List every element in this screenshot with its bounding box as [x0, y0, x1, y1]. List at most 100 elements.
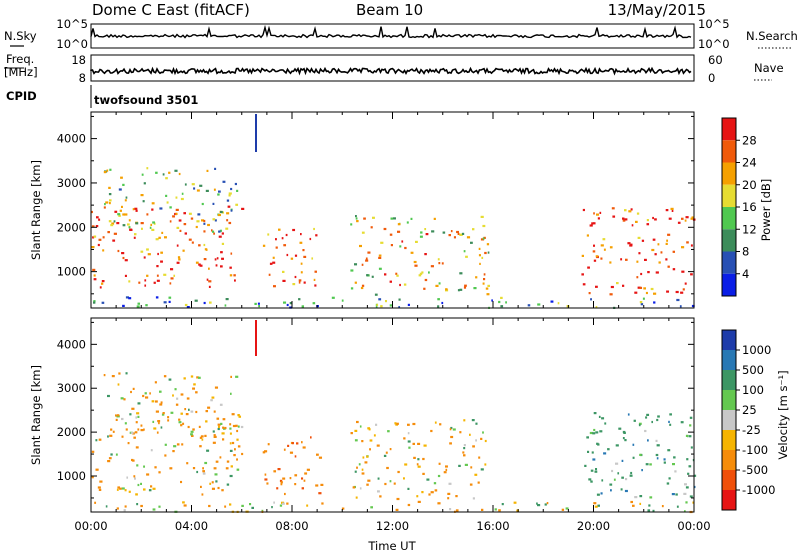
data-point	[164, 236, 167, 239]
data-point	[184, 303, 188, 307]
data-point	[192, 467, 196, 470]
data-point	[283, 301, 287, 304]
data-point	[674, 470, 677, 473]
data-point	[141, 227, 143, 230]
data-point	[188, 212, 192, 215]
data-point	[398, 306, 401, 309]
data-point	[390, 244, 393, 247]
data-point	[198, 376, 201, 379]
data-point	[592, 458, 596, 461]
data-point	[205, 189, 209, 192]
data-point	[689, 435, 692, 438]
data-point	[544, 503, 547, 506]
data-point	[176, 226, 180, 229]
data-point	[203, 301, 206, 305]
data-point	[134, 477, 136, 480]
data-point	[137, 483, 140, 487]
data-point	[206, 278, 209, 281]
data-point	[690, 446, 693, 449]
data-point	[205, 410, 209, 413]
data-point	[282, 279, 286, 282]
data-point	[186, 397, 190, 400]
data-point	[165, 177, 168, 180]
data-point	[684, 219, 687, 222]
data-point	[237, 414, 240, 417]
colorbar-segment	[722, 430, 736, 450]
data-point	[212, 441, 216, 444]
data-point	[464, 284, 467, 287]
data-point	[593, 244, 596, 247]
data-point	[142, 200, 145, 203]
data-point	[216, 257, 219, 260]
data-point	[616, 282, 619, 285]
data-point	[236, 429, 239, 433]
data-point	[236, 438, 239, 441]
data-point	[182, 249, 185, 252]
data-point	[632, 443, 635, 446]
data-point	[650, 287, 654, 291]
data-point	[632, 456, 635, 459]
data-point	[133, 436, 136, 439]
data-point	[640, 303, 644, 306]
data-point	[184, 408, 187, 411]
data-point	[143, 428, 145, 431]
data-point	[268, 273, 271, 276]
data-point	[366, 455, 369, 458]
data-point	[609, 246, 613, 249]
data-point	[95, 439, 98, 442]
data-point	[647, 439, 649, 442]
power-x-ticks	[90, 112, 695, 308]
data-point	[294, 275, 297, 279]
data-point	[195, 225, 198, 229]
data-point	[692, 501, 695, 504]
data-point	[190, 410, 194, 413]
data-point	[180, 412, 183, 415]
data-point	[685, 501, 688, 504]
data-point	[378, 256, 382, 259]
data-point	[593, 502, 597, 505]
data-point	[315, 234, 318, 237]
data-point	[145, 304, 148, 307]
x-tick-label: 00:00	[74, 519, 107, 533]
data-point	[283, 448, 286, 451]
data-point	[225, 227, 229, 230]
data-point	[182, 422, 185, 425]
data-point	[669, 423, 672, 426]
data-point	[184, 183, 187, 186]
data-point	[430, 265, 434, 268]
data-point	[609, 261, 612, 264]
data-point	[213, 188, 216, 191]
data-point	[102, 236, 105, 239]
data-point	[483, 273, 486, 276]
data-point	[430, 491, 434, 494]
data-point	[672, 250, 676, 253]
data-point	[666, 290, 670, 293]
data-point	[408, 446, 411, 449]
data-point	[587, 266, 590, 269]
data-point	[203, 219, 206, 223]
data-point	[122, 183, 125, 186]
data-point	[625, 258, 628, 261]
data-point	[172, 215, 175, 218]
data-point	[158, 422, 160, 425]
data-point	[636, 276, 639, 279]
data-point	[153, 222, 156, 225]
data-point	[615, 462, 619, 465]
data-point	[684, 282, 687, 285]
data-point	[273, 470, 277, 473]
data-point	[677, 221, 681, 224]
data-point	[174, 388, 177, 391]
data-point	[212, 202, 215, 205]
data-point	[410, 251, 414, 254]
data-point	[93, 274, 96, 277]
data-point	[107, 460, 111, 463]
data-point	[202, 467, 204, 470]
data-point	[194, 299, 198, 302]
data-point	[156, 279, 160, 282]
data-point	[385, 451, 388, 454]
data-point	[143, 256, 146, 259]
data-point	[92, 236, 95, 239]
data-point	[385, 300, 387, 303]
data-point	[124, 199, 127, 202]
data-point	[97, 486, 101, 489]
